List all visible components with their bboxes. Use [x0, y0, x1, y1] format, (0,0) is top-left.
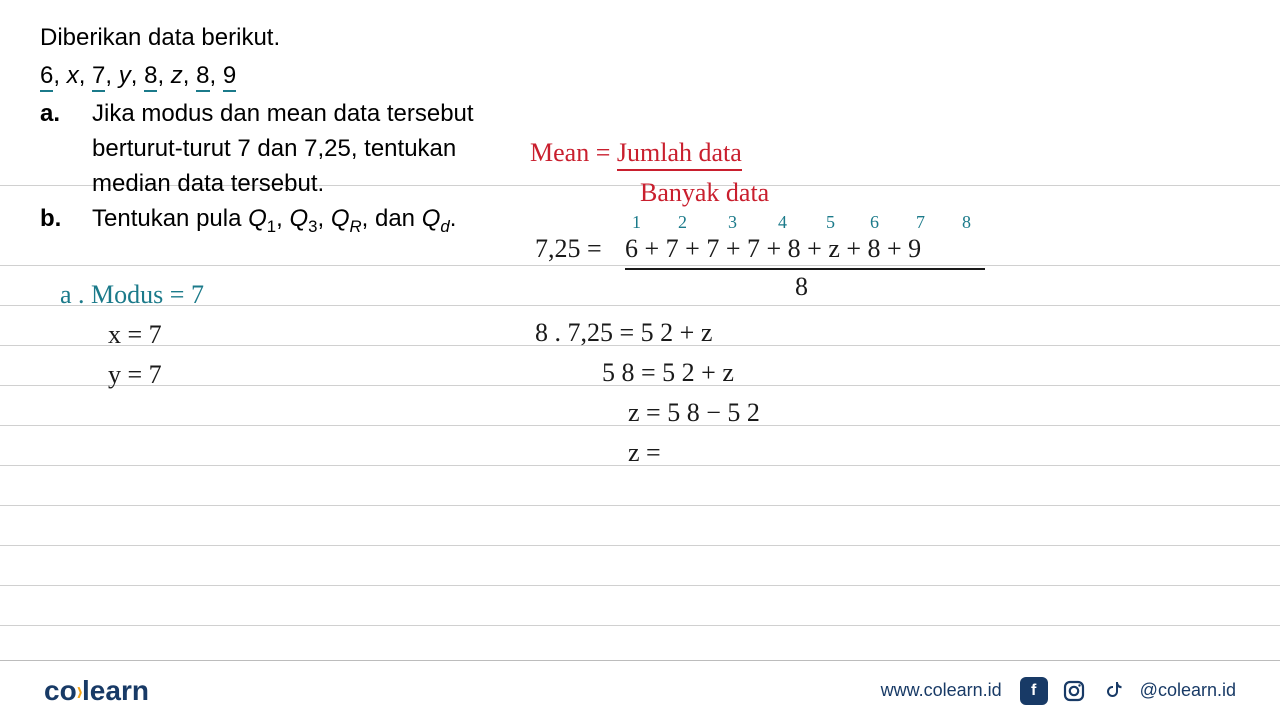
facebook-icon[interactable]: f [1020, 677, 1048, 705]
x-equals: x = 7 [108, 320, 162, 350]
part-b-text: Tentukan pula Q1, Q3, QR, dan Qd. [92, 205, 456, 237]
eq2: 8 . 7,25 = 5 2 + z [535, 318, 712, 348]
eq1-denominator: 8 [795, 272, 808, 302]
part-a-line3: median data tersebut. [92, 170, 324, 198]
footer-handle: @colearn.id [1140, 680, 1236, 701]
eq5: z = [628, 438, 661, 468]
colearn-logo: co›learn [44, 675, 149, 707]
problem-title: Diberikan data berikut. [40, 24, 280, 52]
eq3: 5 8 = 5 2 + z [602, 358, 734, 388]
part-b-label: b. [40, 205, 61, 233]
mean-denominator-label: Banyak data [640, 178, 769, 208]
part-a-line1: Jika modus dan mean data tersebut [92, 100, 474, 128]
modus-line: a . Modus = 7 [60, 280, 204, 310]
page-content: Diberikan data berikut. 6, x, 7, y, 8, z… [0, 0, 1280, 720]
eq1-numerator: 6 + 7 + 7 + 7 + 8 + z + 8 + 9 [625, 234, 921, 264]
eq4: z = 5 8 − 5 2 [628, 398, 760, 428]
footer-bar: co›learn www.colearn.id f @colearn.id [0, 660, 1280, 720]
footer-url: www.colearn.id [881, 680, 1002, 701]
footer-right: www.colearn.id f @colearn.id [881, 677, 1236, 705]
instagram-icon[interactable] [1060, 677, 1088, 705]
mean-label: Mean = Jumlah data [530, 138, 742, 168]
tiktok-icon[interactable] [1100, 677, 1128, 705]
eq1-fraction-bar [625, 268, 985, 270]
eq1-left: 7,25 = [535, 234, 602, 264]
data-sequence: 6, x, 7, y, 8, z, 8, 9 [40, 62, 236, 90]
part-a-label: a. [40, 100, 60, 128]
part-a-line2: berturut-turut 7 dan 7,25, tentukan [92, 135, 456, 163]
y-equals: y = 7 [108, 360, 162, 390]
